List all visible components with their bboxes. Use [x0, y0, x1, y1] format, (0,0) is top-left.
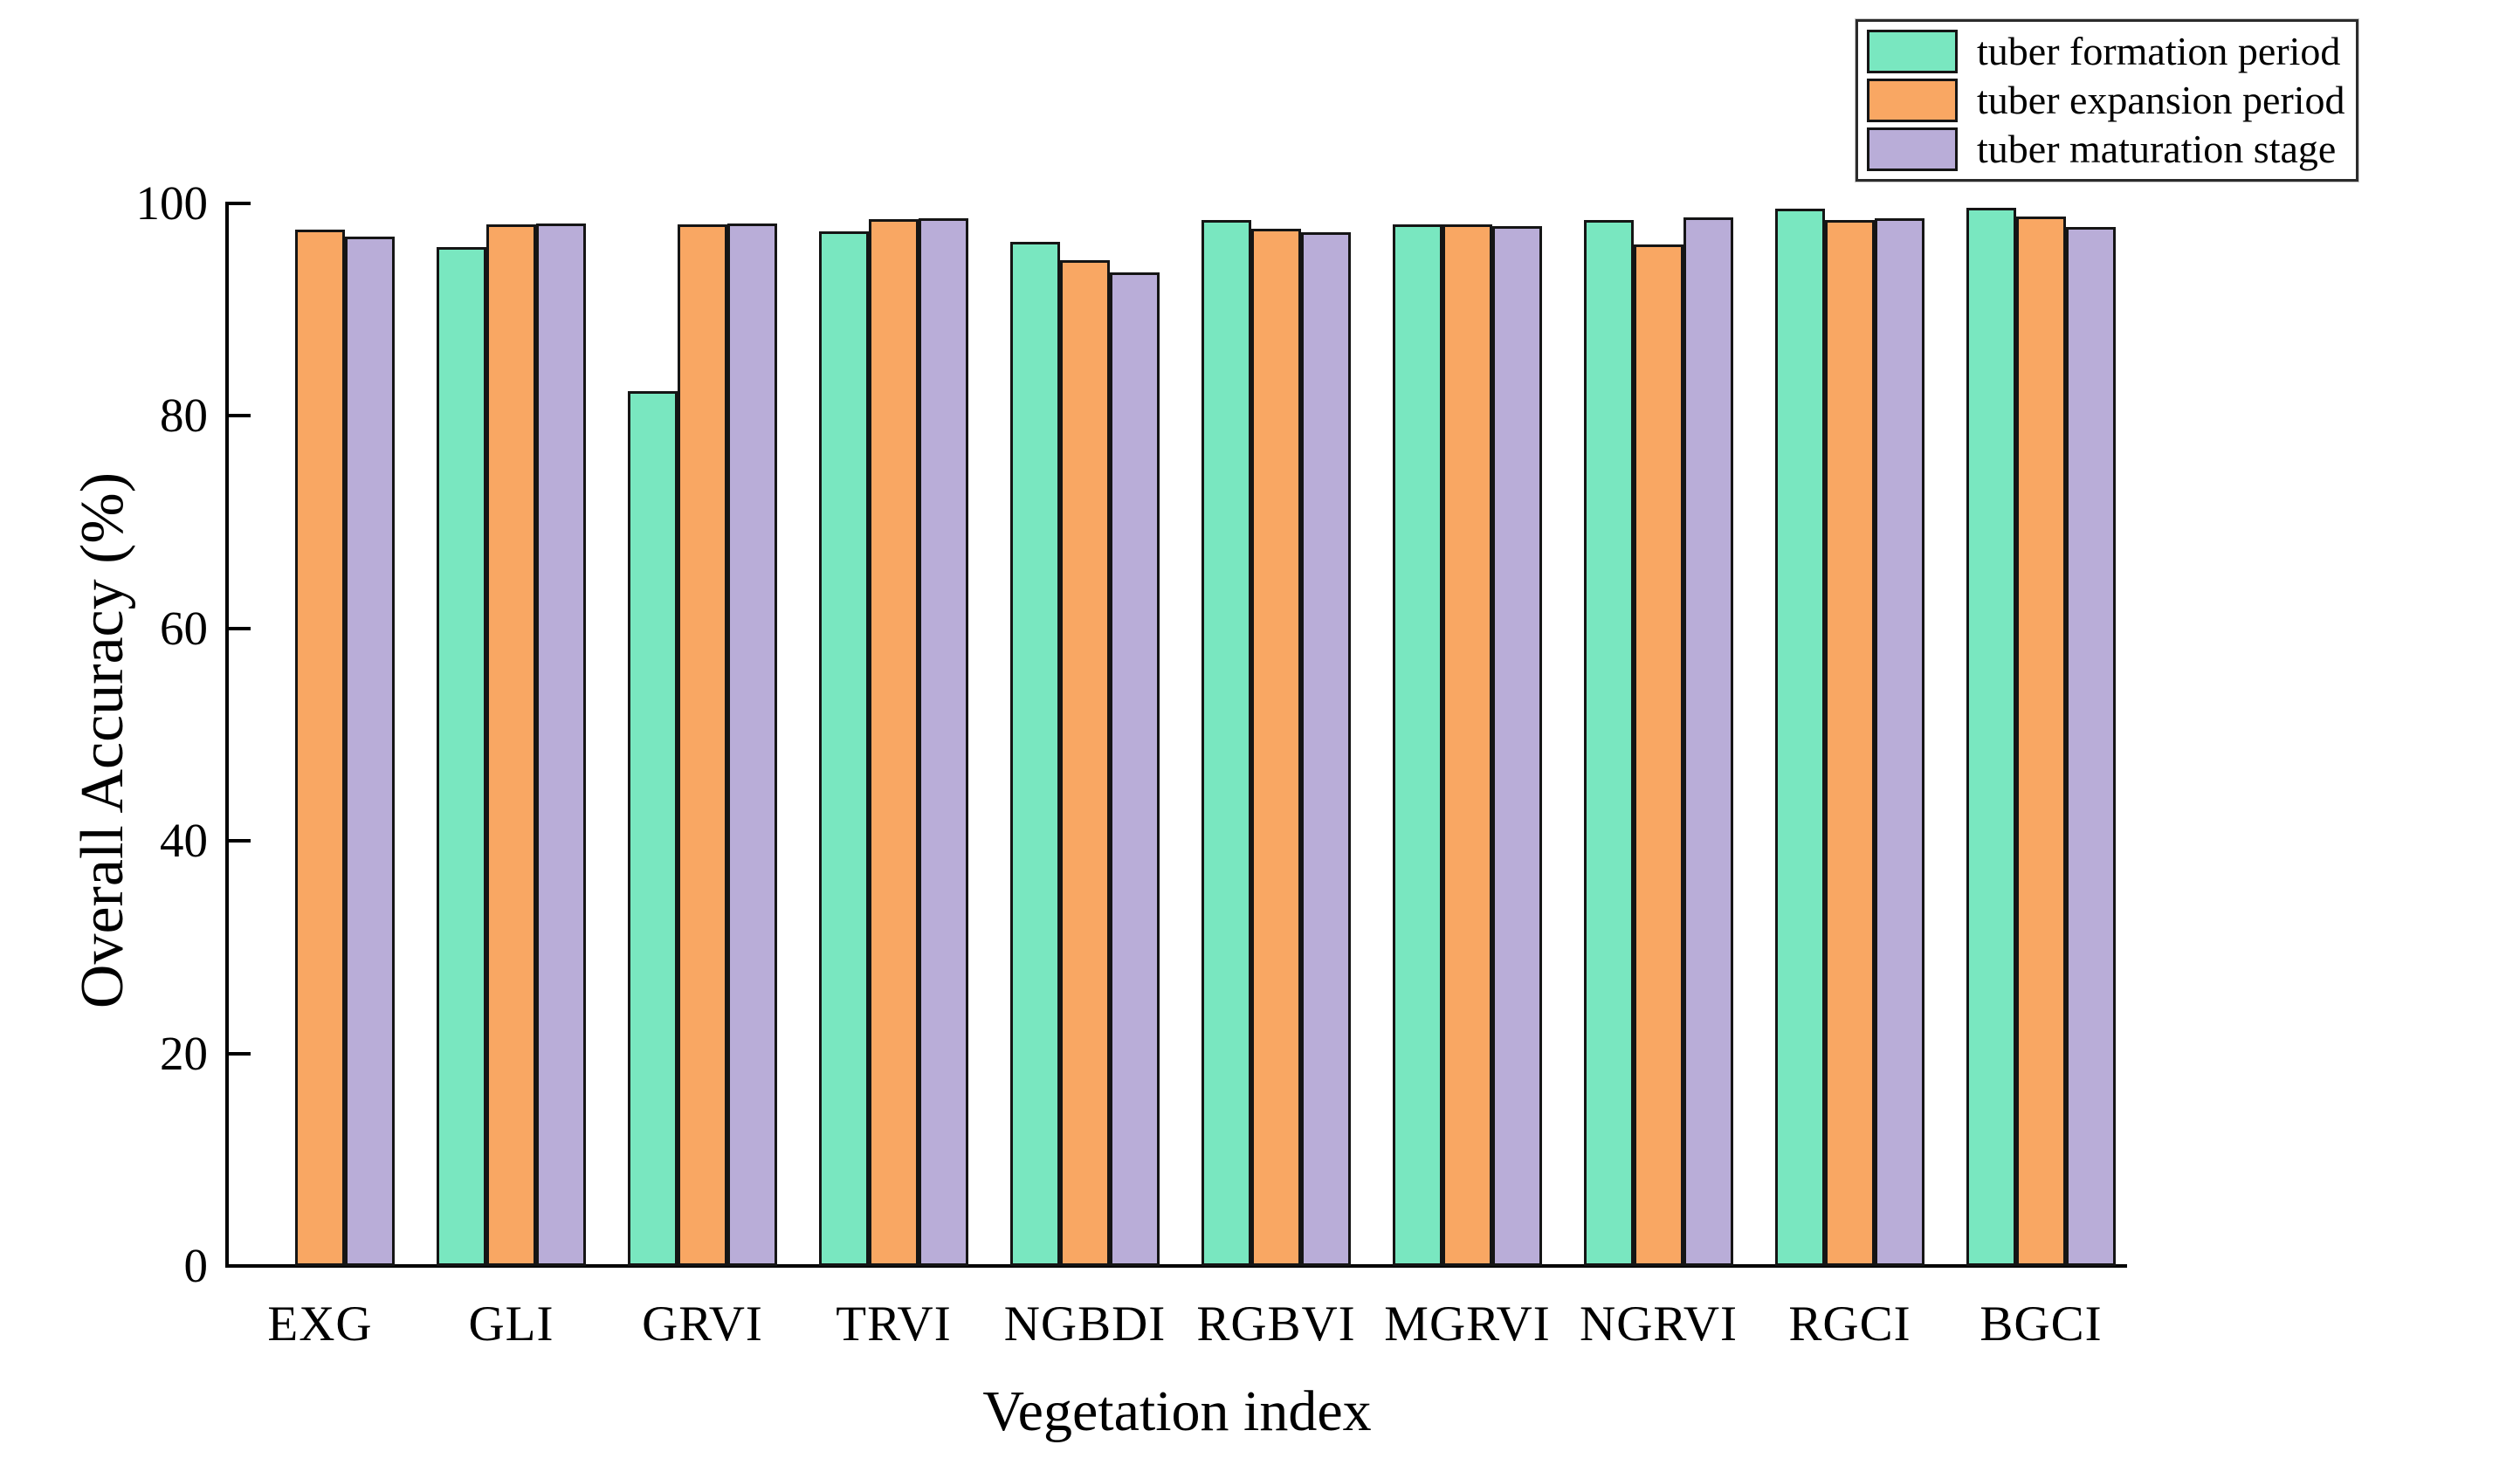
x-tick-label-rgci: RGCI: [1788, 1297, 1911, 1352]
legend-item: tuber expansion period: [1867, 77, 2347, 124]
y-tick-mark: [227, 1051, 251, 1056]
bar-rgbvi-series2: [1251, 229, 1301, 1266]
bar-exg-series3: [345, 236, 395, 1266]
legend-swatch-icon: [1867, 30, 1958, 73]
y-tick-label: 60: [160, 601, 208, 655]
bar-trvi-series1: [819, 230, 869, 1266]
bar-ngbdi-series3: [1110, 272, 1160, 1266]
bar-bgci-series2: [2016, 216, 2066, 1266]
legend-item: tuber maturation stage: [1867, 126, 2347, 173]
bar-exg-series2: [295, 230, 345, 1266]
bar-ngbdi-series1: [1010, 241, 1060, 1266]
bar-grvi-series3: [727, 224, 777, 1266]
x-axis-title: Vegetation index: [982, 1379, 1372, 1443]
bar-gli-series3: [536, 224, 586, 1266]
bar-rgci-series3: [1875, 218, 1924, 1266]
legend-swatch-icon: [1867, 79, 1958, 122]
x-tick-label-trvi: TRVI: [836, 1297, 952, 1352]
y-tick-mark: [227, 1264, 251, 1268]
x-tick-label-gli: GLI: [468, 1297, 554, 1352]
bar-mgrvi-series1: [1393, 224, 1442, 1266]
x-tick-label-ngbdi: NGBDI: [1003, 1297, 1167, 1352]
x-tick-label-grvi: GRVI: [642, 1297, 763, 1352]
bar-grvi-series1: [628, 391, 678, 1266]
bar-rgci-series1: [1775, 209, 1825, 1266]
y-axis-title: Overall Accuracy (%): [69, 471, 136, 1009]
y-tick-mark: [227, 414, 251, 418]
y-tick-label: 100: [135, 176, 209, 230]
y-tick-label: 0: [183, 1239, 209, 1292]
y-tick-label: 20: [160, 1026, 208, 1080]
bar-rgbvi-series3: [1301, 231, 1351, 1266]
y-tick-mark: [227, 202, 251, 205]
bar-gli-series2: [486, 224, 536, 1266]
x-axis-line: [225, 1264, 2127, 1268]
bar-ngrvi-series2: [1634, 244, 1683, 1266]
bar-bgci-series1: [1966, 207, 2016, 1266]
bar-gli-series1: [437, 246, 486, 1266]
legend-swatch-icon: [1867, 127, 1958, 171]
y-tick-label: 80: [160, 389, 208, 443]
bar-rgci-series2: [1825, 220, 1875, 1266]
x-tick-label-ngrvi: NGRVI: [1580, 1297, 1738, 1352]
bar-mgrvi-series2: [1442, 224, 1492, 1266]
y-tick-label: 40: [160, 814, 208, 868]
x-tick-label-exg: EXG: [267, 1297, 373, 1352]
y-tick-mark: [227, 626, 251, 630]
x-tick-label-rgbvi: RGBVI: [1196, 1297, 1356, 1352]
bar-trvi-series2: [869, 219, 919, 1266]
x-tick-label-mgrvi: MGRVI: [1384, 1297, 1551, 1352]
legend-item-label: tuber maturation stage: [1977, 127, 2337, 171]
legend-item-label: tuber formation period: [1977, 29, 2341, 73]
bar-rgbvi-series1: [1201, 220, 1251, 1266]
legend-item: tuber formation period: [1867, 28, 2347, 75]
bar-ngrvi-series3: [1683, 217, 1733, 1266]
bar-ngbdi-series2: [1060, 259, 1110, 1266]
legend: tuber formation period tuber expansion pe…: [1856, 19, 2358, 182]
bar-mgrvi-series3: [1492, 225, 1542, 1266]
bar-ngrvi-series1: [1584, 220, 1634, 1266]
x-tick-label-bgci: BGCI: [1980, 1297, 2103, 1352]
bar-bgci-series3: [2066, 226, 2116, 1266]
legend-item-label: tuber expansion period: [1977, 78, 2345, 122]
y-tick-mark: [227, 839, 251, 843]
y-axis-line: [225, 202, 229, 1268]
bar-trvi-series3: [919, 218, 968, 1266]
bar-grvi-series2: [678, 224, 727, 1266]
